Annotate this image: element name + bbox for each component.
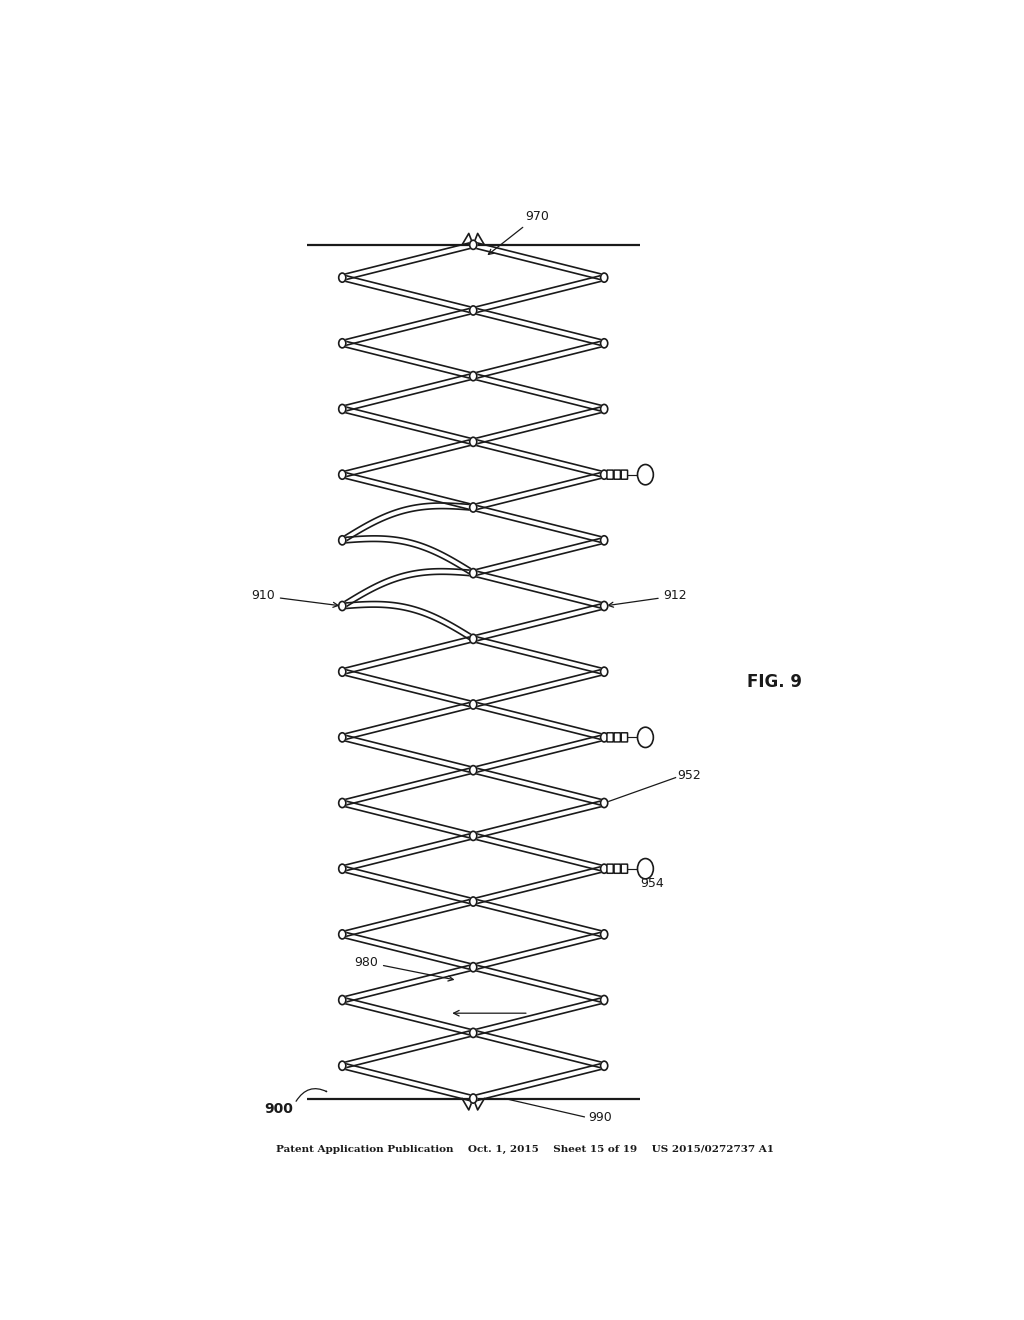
Circle shape — [601, 536, 607, 545]
Text: 910: 910 — [251, 589, 338, 607]
Circle shape — [601, 339, 607, 348]
Circle shape — [339, 1061, 346, 1071]
Circle shape — [339, 273, 346, 282]
Text: 970: 970 — [488, 210, 549, 255]
Circle shape — [470, 766, 477, 775]
Text: 990: 990 — [588, 1111, 612, 1125]
Text: Patent Application Publication    Oct. 1, 2015    Sheet 15 of 19    US 2015/0272: Patent Application Publication Oct. 1, 2… — [275, 1144, 774, 1154]
Circle shape — [470, 437, 477, 446]
FancyBboxPatch shape — [622, 733, 628, 742]
Text: 952: 952 — [677, 770, 700, 781]
Circle shape — [601, 865, 607, 874]
FancyBboxPatch shape — [614, 470, 621, 479]
Circle shape — [339, 602, 346, 611]
FancyBboxPatch shape — [622, 470, 628, 479]
Circle shape — [601, 470, 607, 479]
Text: 980: 980 — [354, 956, 454, 981]
Text: FIG. 9: FIG. 9 — [748, 673, 802, 690]
Circle shape — [470, 898, 477, 906]
FancyBboxPatch shape — [614, 733, 621, 742]
Circle shape — [339, 733, 346, 742]
Text: 912: 912 — [608, 589, 687, 607]
Circle shape — [470, 371, 477, 380]
Circle shape — [601, 799, 607, 808]
Circle shape — [601, 1061, 607, 1071]
FancyBboxPatch shape — [614, 865, 621, 874]
Circle shape — [470, 962, 477, 972]
Circle shape — [339, 404, 346, 413]
Circle shape — [339, 667, 346, 676]
FancyBboxPatch shape — [607, 733, 613, 742]
Circle shape — [470, 700, 477, 709]
Circle shape — [601, 995, 607, 1005]
Circle shape — [470, 240, 477, 249]
Circle shape — [601, 273, 607, 282]
Circle shape — [339, 799, 346, 808]
Circle shape — [339, 470, 346, 479]
FancyBboxPatch shape — [622, 865, 628, 874]
Circle shape — [339, 929, 346, 939]
Circle shape — [638, 465, 653, 484]
Circle shape — [470, 1094, 477, 1104]
FancyBboxPatch shape — [607, 470, 613, 479]
Circle shape — [339, 536, 346, 545]
Circle shape — [470, 306, 477, 315]
Circle shape — [601, 929, 607, 939]
Circle shape — [601, 602, 607, 611]
Circle shape — [470, 503, 477, 512]
FancyArrowPatch shape — [296, 1089, 327, 1101]
FancyBboxPatch shape — [607, 865, 613, 874]
Circle shape — [601, 733, 607, 742]
Circle shape — [601, 667, 607, 676]
Circle shape — [339, 995, 346, 1005]
Circle shape — [470, 832, 477, 841]
Circle shape — [638, 858, 653, 879]
Circle shape — [470, 635, 477, 643]
Text: 900: 900 — [264, 1102, 293, 1115]
Circle shape — [339, 339, 346, 348]
Text: 954: 954 — [640, 878, 664, 891]
Circle shape — [470, 1028, 477, 1038]
Circle shape — [470, 569, 477, 578]
Circle shape — [601, 404, 607, 413]
Circle shape — [638, 727, 653, 747]
Circle shape — [339, 865, 346, 874]
